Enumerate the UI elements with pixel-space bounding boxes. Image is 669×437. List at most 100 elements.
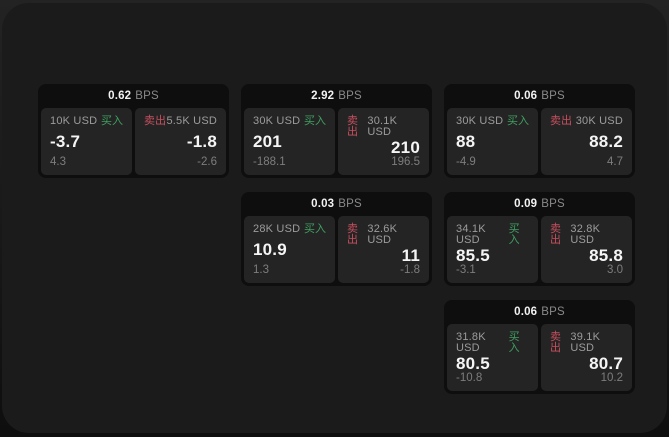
quote-card: 2.92 BPS 30K USD 买入 201 -188.1 卖出 30.1K … — [241, 84, 432, 178]
card-header: 0.62 BPS — [41, 84, 226, 108]
sell-panel-header: 卖出 32.6K USD — [347, 224, 420, 246]
buy-price-value: -3.7 — [50, 132, 81, 152]
quote-panels: 10K USD 买入 -3.7 4.3 卖出 5.5K USD -1.8 -2.… — [41, 108, 226, 175]
quote-panels: 28K USD 买入 10.9 1.3 卖出 32.6K USD 11 -1.8 — [244, 216, 429, 283]
buy-delta-value: 1.3 — [253, 263, 269, 276]
bps-unit-label: BPS — [541, 198, 565, 210]
buy-side-badge: 买入 — [507, 115, 529, 127]
quote-card: 0.03 BPS 28K USD 买入 10.9 1.3 卖出 32.6K US… — [241, 192, 432, 286]
sell-delta-value: 10.2 — [600, 371, 623, 384]
buy-panel[interactable]: 28K USD 买入 10.9 1.3 — [244, 216, 335, 283]
buy-panel[interactable]: 30K USD 买入 88 -4.9 — [447, 108, 538, 175]
sell-panel[interactable]: 卖出 39.1K USD 80.7 10.2 — [541, 324, 632, 391]
bps-spread-value: 0.06 — [514, 306, 538, 318]
buy-amount-label: 34.1K USD — [456, 223, 486, 246]
bps-spread-value: 0.62 — [108, 90, 132, 102]
buy-amount-label: 10K USD — [50, 115, 98, 127]
sell-panel-header: 卖出 32.8K USD — [550, 224, 623, 246]
sell-panel[interactable]: 卖出 30K USD 88.2 4.7 — [541, 108, 632, 175]
sell-panel-header: 卖出 5.5K USD — [144, 116, 217, 127]
quote-panels: 30K USD 买入 201 -188.1 卖出 30.1K USD 210 1… — [244, 108, 429, 175]
sell-panel[interactable]: 卖出 32.8K USD 85.8 3.0 — [541, 216, 632, 283]
card-header: 0.06 BPS — [447, 84, 632, 108]
sell-delta-value: 4.7 — [607, 155, 623, 168]
buy-amount-label: 30K USD — [456, 115, 504, 127]
buy-panel-header: 31.8K USD 买入 — [456, 332, 529, 354]
quote-card: 0.06 BPS 30K USD 买入 88 -4.9 卖出 30K USD 8… — [444, 84, 635, 178]
sell-price-value: 210 — [391, 137, 420, 157]
buy-panel-header: 28K USD 买入 — [253, 224, 326, 235]
buy-side-badge: 买入 — [508, 331, 520, 354]
buy-side-badge: 买入 — [508, 223, 520, 246]
sell-side-badge: 卖出 — [144, 115, 166, 127]
quote-panels: 34.1K USD 买入 85.5 -3.1 卖出 32.8K USD 85.8… — [447, 216, 632, 283]
sell-amount-label: 30K USD — [575, 115, 623, 127]
bps-unit-label: BPS — [135, 90, 159, 102]
card-header: 0.06 BPS — [447, 300, 632, 324]
sell-amount-label: 30.1K USD — [367, 115, 398, 138]
buy-price-value: 201 — [253, 132, 282, 152]
buy-delta-value: -4.9 — [456, 155, 476, 168]
card-header: 0.03 BPS — [244, 192, 429, 216]
bps-unit-label: BPS — [338, 198, 362, 210]
sell-side-badge: 卖出 — [550, 223, 561, 246]
buy-panel[interactable]: 10K USD 买入 -3.7 4.3 — [41, 108, 132, 175]
sell-amount-label: 32.8K USD — [570, 223, 601, 246]
sell-delta-value: 196.5 — [391, 155, 420, 168]
sell-price-value: 88.2 — [589, 132, 623, 152]
sell-delta-value: 3.0 — [607, 263, 623, 276]
buy-delta-value: -188.1 — [253, 155, 286, 168]
sell-panel-header: 卖出 39.1K USD — [550, 332, 623, 354]
quote-panels: 31.8K USD 买入 80.5 -10.8 卖出 39.1K USD 80.… — [447, 324, 632, 391]
buy-panel-header: 30K USD 买入 — [456, 116, 529, 127]
buy-panel-header: 30K USD 买入 — [253, 116, 326, 127]
buy-price-value: 80.5 — [456, 353, 490, 373]
bps-spread-value: 2.92 — [311, 90, 335, 102]
buy-panel[interactable]: 31.8K USD 买入 80.5 -10.8 — [447, 324, 538, 391]
bps-spread-value: 0.09 — [514, 198, 538, 210]
buy-side-badge: 买入 — [101, 115, 123, 127]
card-header: 2.92 BPS — [244, 84, 429, 108]
sell-side-badge: 卖出 — [550, 331, 561, 354]
sell-panel[interactable]: 卖出 32.6K USD 11 -1.8 — [338, 216, 429, 283]
sell-side-badge: 卖出 — [347, 115, 358, 138]
app-window: 0.62 BPS 10K USD 买入 -3.7 4.3 卖出 5.5K USD… — [2, 3, 667, 433]
cards-grid: 0.62 BPS 10K USD 买入 -3.7 4.3 卖出 5.5K USD… — [38, 84, 635, 394]
buy-price-value: 10.9 — [253, 240, 287, 260]
buy-panel[interactable]: 30K USD 买入 201 -188.1 — [244, 108, 335, 175]
buy-panel[interactable]: 34.1K USD 买入 85.5 -3.1 — [447, 216, 538, 283]
sell-amount-label: 5.5K USD — [166, 115, 217, 127]
sell-amount-label: 32.6K USD — [367, 223, 398, 246]
quote-card: 0.62 BPS 10K USD 买入 -3.7 4.3 卖出 5.5K USD… — [38, 84, 229, 178]
sell-amount-label: 39.1K USD — [570, 331, 601, 354]
sell-price-value: 11 — [401, 245, 420, 265]
sell-panel[interactable]: 卖出 5.5K USD -1.8 -2.6 — [135, 108, 226, 175]
bps-spread-value: 0.03 — [311, 198, 335, 210]
buy-price-value: 88 — [456, 132, 476, 152]
sell-price-value: -1.8 — [186, 132, 217, 152]
sell-panel-header: 卖出 30.1K USD — [347, 116, 420, 138]
sell-panel-header: 卖出 30K USD — [550, 116, 623, 127]
sell-price-value: 85.8 — [589, 245, 623, 265]
buy-panel-header: 34.1K USD 买入 — [456, 224, 529, 246]
sell-price-value: 80.7 — [589, 353, 623, 373]
bps-unit-label: BPS — [541, 90, 565, 102]
buy-amount-label: 28K USD — [253, 223, 301, 235]
buy-delta-value: 4.3 — [50, 155, 66, 168]
sell-delta-value: -2.6 — [197, 155, 217, 168]
sell-side-badge: 卖出 — [347, 223, 358, 246]
buy-delta-value: -3.1 — [456, 263, 476, 276]
quote-card: 0.09 BPS 34.1K USD 买入 85.5 -3.1 卖出 32.8K… — [444, 192, 635, 286]
buy-price-value: 85.5 — [456, 245, 490, 265]
bps-spread-value: 0.06 — [514, 90, 538, 102]
quote-panels: 30K USD 买入 88 -4.9 卖出 30K USD 88.2 4.7 — [447, 108, 632, 175]
card-header: 0.09 BPS — [447, 192, 632, 216]
buy-amount-label: 31.8K USD — [456, 331, 486, 354]
buy-amount-label: 30K USD — [253, 115, 301, 127]
buy-panel-header: 10K USD 买入 — [50, 116, 123, 127]
buy-side-badge: 买入 — [304, 115, 326, 127]
buy-delta-value: -10.8 — [456, 371, 483, 384]
sell-panel[interactable]: 卖出 30.1K USD 210 196.5 — [338, 108, 429, 175]
sell-side-badge: 卖出 — [550, 115, 572, 127]
sell-delta-value: -1.8 — [400, 263, 420, 276]
